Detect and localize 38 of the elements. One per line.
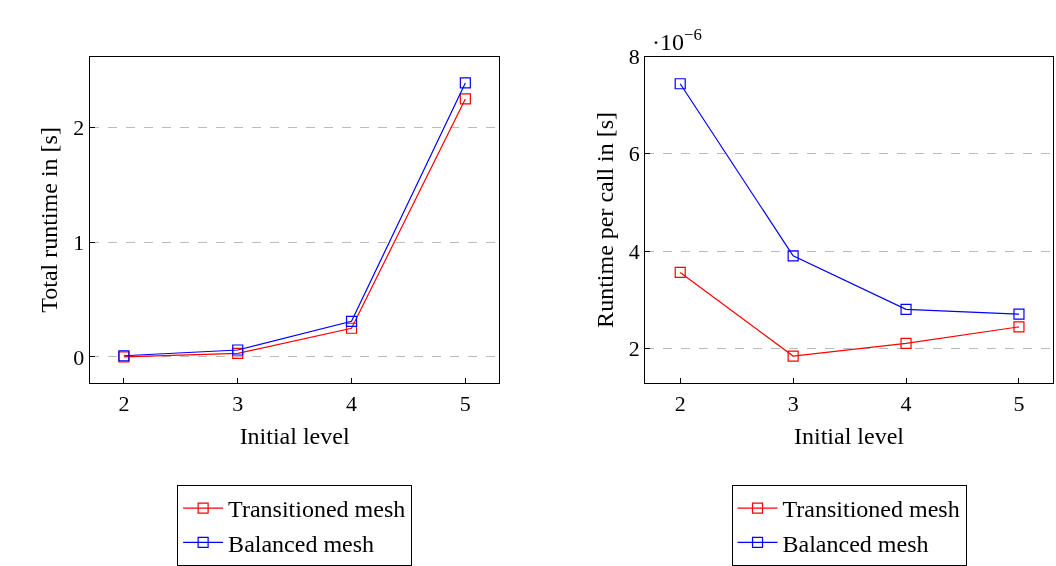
- point: [459, 93, 471, 105]
- point: [674, 78, 686, 90]
- x-tick-label: 5: [459, 390, 471, 416]
- point: [459, 77, 471, 89]
- x-tick-label: 3: [232, 390, 244, 416]
- y-axis-title: Runtime per call in [s]: [591, 111, 618, 328]
- x-tick-label: 4: [346, 390, 358, 416]
- x-tick-label: 5: [1013, 390, 1025, 416]
- y-axis-title: Total runtime in [s]: [36, 127, 63, 313]
- text: ·10$^{−6}$: [652, 25, 702, 56]
- point: [345, 322, 358, 334]
- legend-label: Balanced mesh: [228, 530, 375, 557]
- x-axis-title: Initial level: [239, 422, 350, 449]
- x-axis-title: Initial level: [794, 422, 905, 449]
- legend-label: Balanced mesh: [782, 530, 929, 557]
- point: [787, 350, 799, 362]
- point: [232, 344, 244, 356]
- point: [787, 250, 799, 262]
- legend-label: Transitioned mesh: [782, 496, 960, 523]
- y-tick-label: 2: [628, 335, 640, 361]
- point: [900, 303, 912, 315]
- point: [900, 337, 912, 349]
- x-tick-label: 2: [118, 390, 130, 416]
- point: [345, 315, 358, 327]
- point: [1013, 321, 1025, 333]
- x-tick-label: 4: [900, 390, 912, 416]
- y-tick-label: 2: [73, 115, 85, 141]
- y-tick-label: 1: [73, 229, 85, 255]
- y-tick-label: 0: [73, 344, 85, 370]
- point: [674, 266, 686, 279]
- legend-label: Transitioned mesh: [228, 496, 406, 523]
- point: [1013, 308, 1025, 320]
- y-tick-label: 6: [628, 141, 640, 167]
- x-tick-label: 3: [787, 390, 799, 416]
- point: [232, 347, 244, 360]
- x-tick-label: 2: [674, 390, 686, 416]
- y-tick-label: 4: [628, 238, 640, 264]
- y-tick-label: 8: [628, 44, 640, 70]
